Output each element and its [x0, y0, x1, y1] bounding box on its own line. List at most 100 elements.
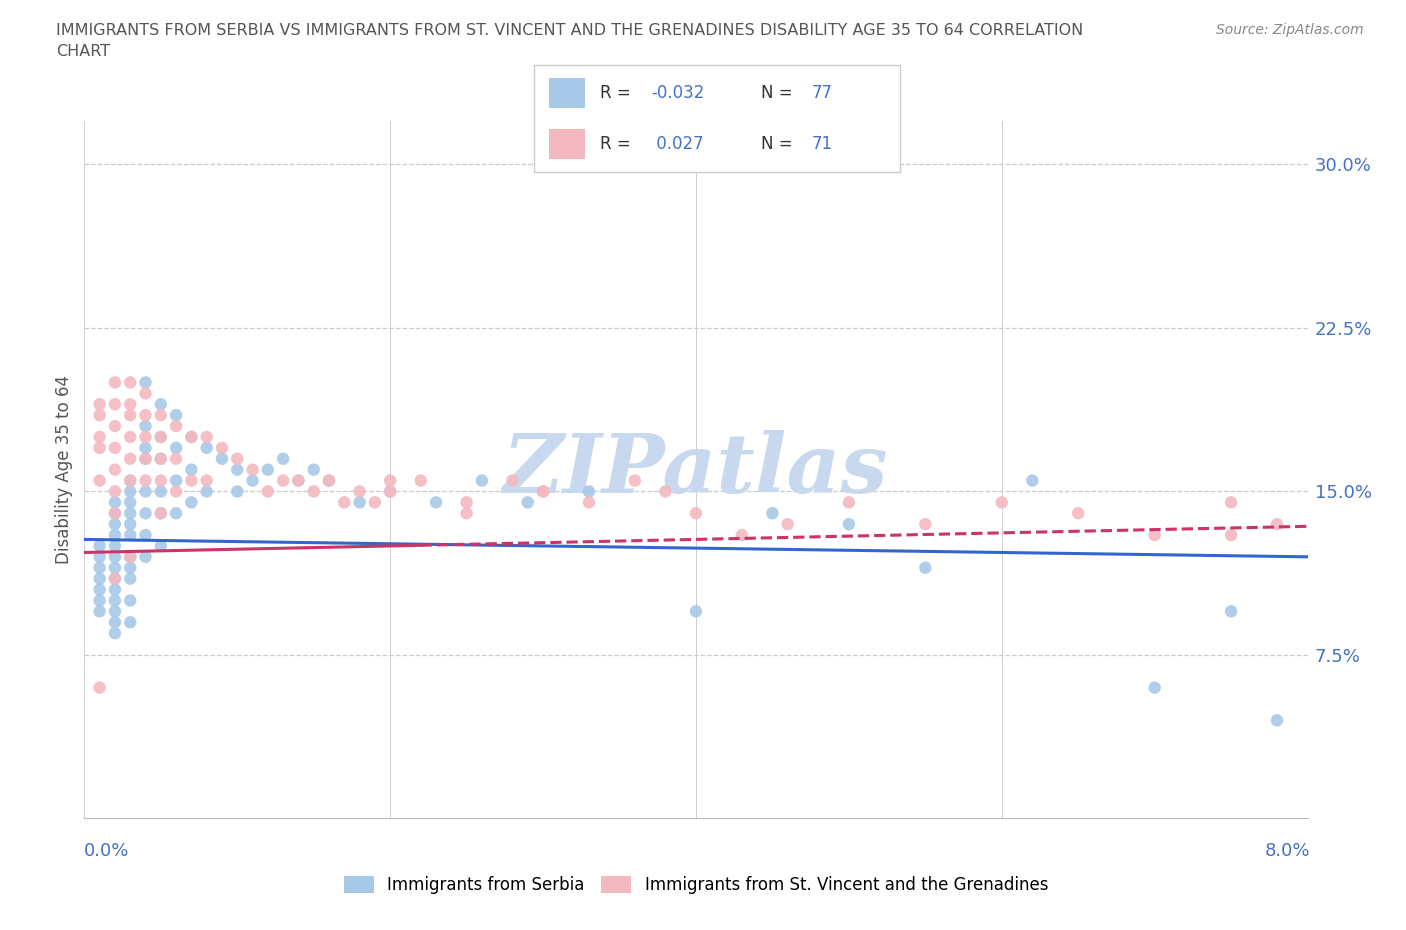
Text: IMMIGRANTS FROM SERBIA VS IMMIGRANTS FROM ST. VINCENT AND THE GRENADINES DISABIL: IMMIGRANTS FROM SERBIA VS IMMIGRANTS FRO… [56, 23, 1084, 38]
Immigrants from Serbia [149, 430, 172, 445]
Immigrants from Serbia [104, 550, 127, 565]
Immigrants from Serbia [195, 484, 218, 498]
Immigrants from St. Vincent and the Grenadines [685, 506, 707, 521]
Text: -0.032: -0.032 [651, 84, 704, 102]
Immigrants from St. Vincent and the Grenadines [89, 407, 111, 422]
Immigrants from St. Vincent and the Grenadines [135, 407, 157, 422]
Immigrants from St. Vincent and the Grenadines [149, 451, 172, 466]
Immigrants from Serbia [120, 517, 142, 532]
Immigrants from Serbia [120, 495, 142, 510]
Immigrants from Serbia [135, 441, 157, 456]
Immigrants from Serbia [120, 484, 142, 498]
Immigrants from St. Vincent and the Grenadines [531, 484, 554, 498]
Immigrants from St. Vincent and the Grenadines [624, 473, 647, 488]
Immigrants from Serbia [380, 484, 402, 498]
Immigrants from Serbia [89, 560, 111, 575]
Text: Source: ZipAtlas.com: Source: ZipAtlas.com [1216, 23, 1364, 37]
Immigrants from St. Vincent and the Grenadines [165, 418, 187, 433]
Immigrants from St. Vincent and the Grenadines [502, 473, 524, 488]
Immigrants from Serbia [838, 517, 860, 532]
Immigrants from St. Vincent and the Grenadines [165, 451, 187, 466]
Immigrants from Serbia [120, 615, 142, 630]
Text: 77: 77 [813, 84, 834, 102]
Immigrants from Serbia [104, 604, 127, 618]
Immigrants from Serbia [425, 495, 447, 510]
Immigrants from St. Vincent and the Grenadines [120, 451, 142, 466]
Immigrants from St. Vincent and the Grenadines [104, 375, 127, 390]
Immigrants from St. Vincent and the Grenadines [149, 407, 172, 422]
Immigrants from St. Vincent and the Grenadines [1265, 517, 1288, 532]
Immigrants from St. Vincent and the Grenadines [380, 473, 402, 488]
Immigrants from Serbia [104, 582, 127, 597]
Immigrants from Serbia [318, 473, 340, 488]
Immigrants from Serbia [89, 604, 111, 618]
Immigrants from St. Vincent and the Grenadines [120, 430, 142, 445]
Immigrants from Serbia [135, 484, 157, 498]
Immigrants from Serbia [1220, 604, 1243, 618]
Legend: Immigrants from Serbia, Immigrants from St. Vincent and the Grenadines: Immigrants from Serbia, Immigrants from … [337, 870, 1054, 901]
Immigrants from St. Vincent and the Grenadines [333, 495, 356, 510]
Immigrants from St. Vincent and the Grenadines [120, 397, 142, 412]
Text: ZIPatlas: ZIPatlas [503, 430, 889, 510]
Immigrants from Serbia [89, 538, 111, 553]
FancyBboxPatch shape [548, 78, 585, 108]
Immigrants from Serbia [135, 506, 157, 521]
Immigrants from St. Vincent and the Grenadines [838, 495, 860, 510]
Immigrants from St. Vincent and the Grenadines [149, 506, 172, 521]
Immigrants from St. Vincent and the Grenadines [104, 484, 127, 498]
Immigrants from St. Vincent and the Grenadines [409, 473, 432, 488]
Immigrants from St. Vincent and the Grenadines [1067, 506, 1090, 521]
Immigrants from Serbia [135, 375, 157, 390]
Immigrants from St. Vincent and the Grenadines [120, 375, 142, 390]
Immigrants from Serbia [135, 451, 157, 466]
Immigrants from Serbia [149, 506, 172, 521]
Immigrants from Serbia [135, 418, 157, 433]
Immigrants from St. Vincent and the Grenadines [364, 495, 387, 510]
Immigrants from Serbia [211, 451, 233, 466]
Immigrants from St. Vincent and the Grenadines [991, 495, 1014, 510]
Immigrants from Serbia [271, 451, 294, 466]
Immigrants from St. Vincent and the Grenadines [456, 495, 478, 510]
Immigrants from St. Vincent and the Grenadines [104, 397, 127, 412]
Immigrants from Serbia [120, 571, 142, 586]
Immigrants from St. Vincent and the Grenadines [226, 451, 249, 466]
Immigrants from Serbia [89, 571, 111, 586]
Text: N =: N = [761, 135, 797, 153]
Immigrants from Serbia [104, 560, 127, 575]
Text: 0.0%: 0.0% [84, 842, 129, 860]
Immigrants from Serbia [165, 441, 187, 456]
Immigrants from Serbia [104, 615, 127, 630]
Immigrants from Serbia [349, 495, 371, 510]
Immigrants from Serbia [89, 593, 111, 608]
Immigrants from St. Vincent and the Grenadines [211, 441, 233, 456]
Immigrants from St. Vincent and the Grenadines [104, 418, 127, 433]
Immigrants from Serbia [165, 506, 187, 521]
Immigrants from Serbia [120, 506, 142, 521]
Immigrants from St. Vincent and the Grenadines [180, 430, 202, 445]
Immigrants from Serbia [287, 473, 309, 488]
Immigrants from Serbia [761, 506, 783, 521]
Immigrants from St. Vincent and the Grenadines [165, 484, 187, 498]
Immigrants from St. Vincent and the Grenadines [104, 506, 127, 521]
Immigrants from St. Vincent and the Grenadines [149, 473, 172, 488]
Text: 0.027: 0.027 [651, 135, 704, 153]
Immigrants from Serbia [195, 441, 218, 456]
Text: R =: R = [600, 84, 636, 102]
Immigrants from St. Vincent and the Grenadines [135, 451, 157, 466]
Immigrants from St. Vincent and the Grenadines [456, 506, 478, 521]
Immigrants from St. Vincent and the Grenadines [380, 484, 402, 498]
Immigrants from St. Vincent and the Grenadines [195, 473, 218, 488]
Immigrants from St. Vincent and the Grenadines [531, 484, 554, 498]
Immigrants from Serbia [578, 484, 600, 498]
Immigrants from St. Vincent and the Grenadines [120, 407, 142, 422]
Immigrants from Serbia [1143, 680, 1166, 695]
Immigrants from Serbia [1265, 713, 1288, 728]
Immigrants from Serbia [914, 560, 936, 575]
Y-axis label: Disability Age 35 to 64: Disability Age 35 to 64 [55, 375, 73, 565]
Immigrants from Serbia [149, 397, 172, 412]
Immigrants from Serbia [104, 517, 127, 532]
Immigrants from Serbia [302, 462, 325, 477]
Immigrants from Serbia [135, 527, 157, 542]
Immigrants from Serbia [120, 527, 142, 542]
Immigrants from Serbia [226, 484, 249, 498]
